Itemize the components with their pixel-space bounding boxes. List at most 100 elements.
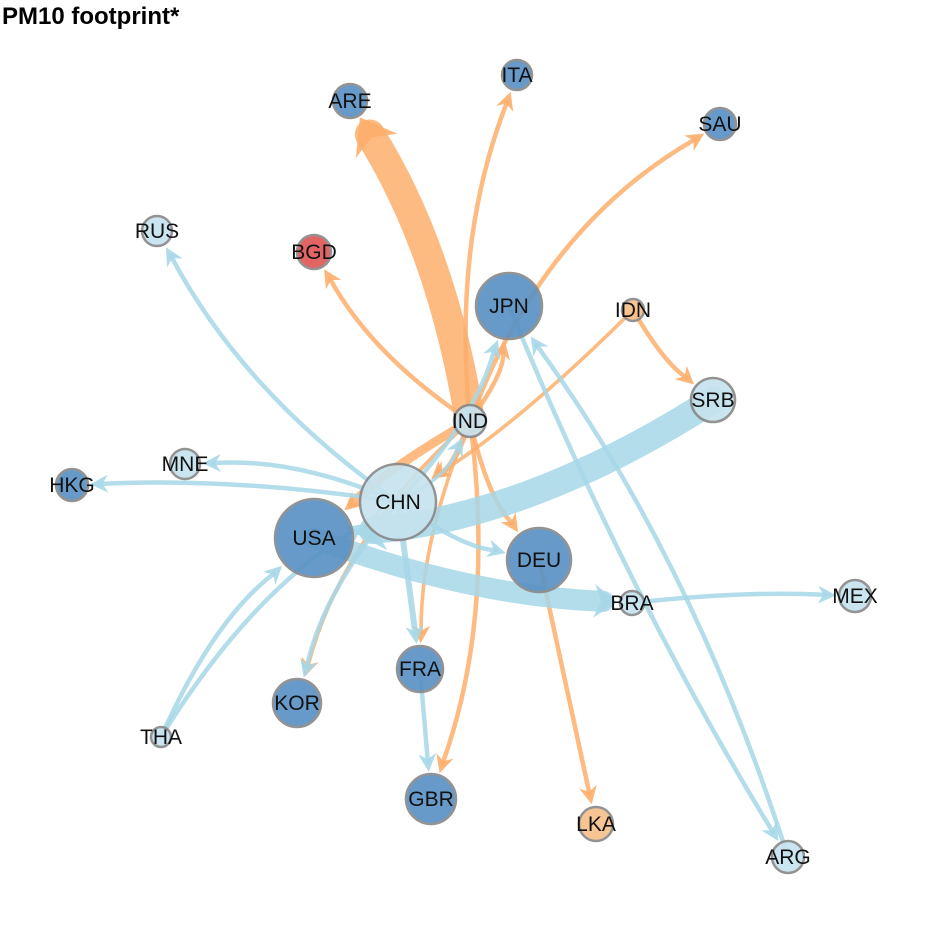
node-circle [168, 447, 202, 481]
node-circle [149, 725, 173, 749]
node-label: ARG [765, 846, 811, 869]
node-label: MNE [162, 453, 209, 476]
node-are: ARE [328, 82, 372, 120]
node-hkg: HKG [49, 467, 95, 503]
edge-arrowhead [593, 584, 618, 618]
edge-line [158, 570, 277, 740]
edge-ind-sau [467, 133, 705, 424]
node-circle [702, 106, 738, 142]
edge-arrowhead [202, 454, 221, 472]
node-label: GBR [408, 788, 454, 811]
edge-line [534, 343, 791, 860]
node-arg: ARG [765, 839, 811, 875]
edge-arrowhead [817, 585, 837, 604]
edge-arrowhead [418, 753, 437, 772]
node-circle [295, 233, 333, 271]
node-tha: THA [140, 725, 182, 749]
edge-ind-gbr [436, 418, 481, 774]
node-circle [358, 462, 438, 542]
edge-arrowhead [262, 565, 283, 585]
edge-arrowhead [530, 336, 549, 357]
edge-jpn-arg [506, 303, 779, 842]
edge-arrowhead [485, 539, 506, 558]
edge-arrowhead [300, 657, 318, 678]
edge-arrowhead [90, 474, 109, 493]
edge-arrowhead [761, 821, 779, 842]
node-lka: LKA [576, 805, 616, 843]
node-circle [54, 467, 90, 503]
node-label: LKA [576, 813, 616, 836]
node-ita: ITA [500, 58, 534, 92]
edge-arrowhead [431, 461, 452, 479]
chart-title: PM10 footprint* [2, 3, 180, 30]
edge-ind-are [354, 117, 485, 436]
node-label: USA [292, 527, 335, 550]
node-circle [404, 772, 458, 826]
edge-arrowhead [579, 784, 597, 805]
node-label: ARE [328, 90, 371, 113]
node-circle [689, 376, 737, 424]
node-label: RUS [135, 220, 179, 243]
nodes-layer: ARE ITA SAU RUS BGD JPN IDN SRB IND MNE HKG CHN USA D… [49, 58, 878, 875]
node-label: HKG [49, 474, 95, 497]
node-label: IDN [615, 299, 651, 322]
node-idn: IDN [615, 297, 651, 323]
edge-arrowhead [446, 437, 463, 458]
node-bgd: BGD [291, 233, 337, 271]
node-circle [577, 805, 615, 843]
edge-line [169, 254, 401, 505]
edges-layer [90, 91, 837, 860]
node-fra: FRA [395, 644, 445, 694]
node-label: IND [452, 410, 488, 433]
node-label: CHN [375, 491, 421, 514]
node-label: FRA [399, 658, 441, 681]
edge-line [303, 527, 614, 612]
node-circle [620, 297, 646, 323]
edge-arrowhead [355, 117, 398, 158]
node-circle [505, 526, 573, 594]
edge-line [327, 276, 473, 424]
edge-arrowhead [492, 341, 511, 361]
node-label: SAU [698, 113, 741, 136]
edge-arrowhead [436, 753, 454, 774]
node-rus: RUS [135, 214, 179, 248]
node-mex: MEX [832, 578, 878, 614]
node-srb: SRB [689, 376, 737, 424]
node-ind: IND [452, 403, 488, 439]
node-label: JPN [489, 295, 529, 318]
edge-line [506, 303, 776, 835]
node-chn: CHN [358, 462, 438, 542]
node-gbr: GBR [404, 772, 458, 826]
node-circle [331, 82, 369, 120]
node-circle [140, 214, 174, 248]
edge-arg-jpn [530, 336, 791, 860]
edge-arrowhead [165, 247, 183, 268]
node-circle [474, 271, 544, 341]
node-usa: USA [273, 497, 355, 579]
edge-arrowhead [684, 133, 705, 151]
node-circle [770, 839, 806, 875]
edge-arrowhead [324, 269, 342, 290]
node-circle [452, 403, 488, 439]
node-label: DEU [517, 549, 561, 572]
node-circle [500, 58, 534, 92]
edge-ind-bgd [324, 269, 473, 424]
edge-arrowhead [674, 365, 695, 385]
node-label: KOR [274, 692, 320, 715]
node-label: SRB [691, 389, 734, 412]
node-deu: DEU [505, 526, 573, 594]
edge-chn-rus [165, 247, 401, 505]
node-label: BRA [610, 592, 653, 615]
edge-line [629, 591, 828, 606]
edge-line [463, 99, 510, 424]
node-circle [618, 589, 646, 617]
edge-line [98, 480, 401, 505]
edge-arrowhead [496, 91, 514, 112]
edge-line [467, 137, 698, 424]
node-label: ITA [501, 64, 532, 87]
edge-line [438, 308, 635, 475]
node-label: BGD [291, 241, 337, 264]
node-jpn: JPN [474, 271, 544, 341]
edge-arrowhead [483, 339, 501, 360]
